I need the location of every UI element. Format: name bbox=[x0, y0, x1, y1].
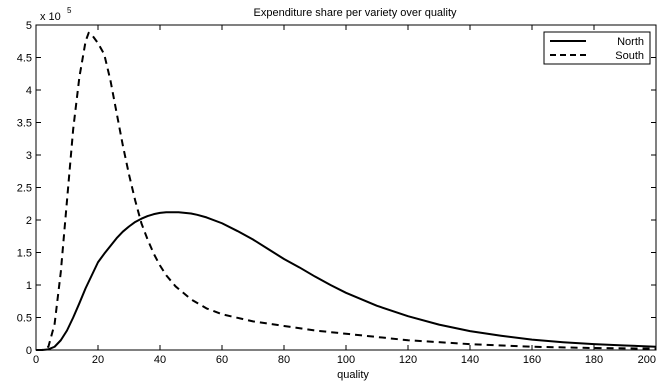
x-axis-label: quality bbox=[337, 369, 369, 381]
legend-box bbox=[543, 31, 651, 65]
y-tick-label: 2.5 bbox=[17, 183, 32, 195]
x-tick-label: 20 bbox=[92, 354, 104, 366]
y-tick-label: 3 bbox=[26, 150, 32, 162]
y-tick-label: 3.5 bbox=[17, 118, 32, 130]
x-tick-label: 140 bbox=[461, 354, 479, 366]
chart-title: Expenditure share per variety over quali… bbox=[254, 7, 457, 19]
y-tick-label: 5 bbox=[26, 20, 32, 32]
x-tick-label: 40 bbox=[154, 354, 166, 366]
y-tick-label: 1 bbox=[26, 280, 32, 292]
legend-label-south: South bbox=[615, 50, 644, 62]
y-tick-label: 1.5 bbox=[17, 248, 32, 260]
x-tick-label: 60 bbox=[216, 354, 228, 366]
plot-area bbox=[35, 24, 657, 351]
y-multiplier-exponent: 5 bbox=[67, 6, 72, 15]
x-tick-label: 100 bbox=[337, 354, 355, 366]
y-multiplier: x 10 5 bbox=[40, 6, 72, 23]
x-tick-label: 160 bbox=[523, 354, 541, 366]
y-tick-label: 0 bbox=[26, 345, 32, 357]
legend: North South bbox=[543, 31, 651, 65]
legend-label-north: North bbox=[617, 36, 644, 48]
y-tick-label: 2 bbox=[26, 215, 32, 227]
series-line-south bbox=[36, 31, 657, 351]
x-tick-label: 200 bbox=[638, 354, 656, 366]
y-multiplier-base: x 10 bbox=[40, 11, 61, 23]
y-tick-label: 0.5 bbox=[17, 313, 32, 325]
series-line-north bbox=[36, 211, 657, 351]
y-tick-label: 4 bbox=[26, 85, 32, 97]
x-tick-label: 120 bbox=[399, 354, 417, 366]
x-tick-label: 180 bbox=[585, 354, 603, 366]
x-axis-ticks: 0 20 40 60 80 100 120 140 160 180 200 bbox=[33, 25, 657, 366]
y-tick-label: 4.5 bbox=[17, 53, 32, 65]
series-lines bbox=[36, 31, 657, 351]
x-tick-label: 0 bbox=[33, 354, 39, 366]
x-tick-label: 80 bbox=[278, 354, 290, 366]
y-axis-ticks: 0 0.5 1 1.5 2 2.5 3 3.5 4 4.5 5 bbox=[17, 20, 656, 357]
